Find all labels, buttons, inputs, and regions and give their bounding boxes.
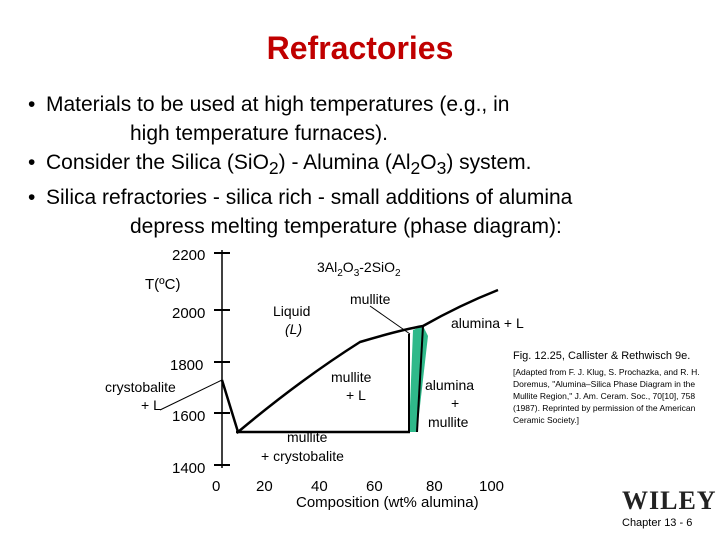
mullite-crystobalite-label-1: mullite — [287, 429, 328, 445]
bullet-dot: • — [28, 151, 36, 174]
liquidus-curve — [220, 288, 499, 435]
bullet-2-text-b: ) - Alumina (Al — [278, 151, 411, 174]
compound-label: 3Al2O3-2SiO2 — [317, 259, 401, 279]
x-tick-label-40: 40 — [311, 478, 328, 495]
crystobalite-label: crystobalite — [105, 379, 176, 395]
bullet-2-text-c: O — [420, 151, 437, 174]
bullet-2-sub-b: 2 — [410, 158, 421, 179]
bullet-2-sub-c: 3 — [436, 158, 447, 179]
bullet-3-line1: Silica refractories - silica rich - smal… — [46, 186, 573, 210]
y-tick-label-1800: 1800 — [170, 357, 203, 374]
bullet-item-3: • Silica refractories - silica rich - sma… — [28, 183, 708, 241]
x-tick-label-80: 80 — [426, 478, 443, 495]
bullet-2-text-a: Consider the Silica (SiO — [46, 151, 269, 174]
compound-part: O — [343, 259, 354, 275]
crystobalite-arrow — [159, 379, 223, 411]
compound-sub: 2 — [395, 268, 401, 279]
crystobalite-liquid-label: + L — [141, 397, 161, 413]
bullet-2-text-d: ) system. — [446, 151, 532, 174]
alumina-liquid-label: alumina + L — [451, 315, 524, 331]
liquid-label: Liquid — [273, 303, 310, 319]
bullet-1-line1: Materials to be used at high temperature… — [46, 93, 510, 116]
alumina-mullite-label-1: alumina — [425, 377, 474, 393]
compound-sub: 2 — [337, 268, 343, 279]
x-axis-label: Composition (wt% alumina) — [296, 494, 479, 511]
mullite-boundary-right — [416, 325, 424, 433]
alumina-mullite-label-3: mullite — [428, 414, 469, 430]
bullet-list: • Materials to be used at high temperatur… — [28, 90, 708, 241]
y-tick-label-1600: 1600 — [172, 408, 205, 425]
alumina-mullite-field — [409, 326, 428, 432]
mullite-arrow — [369, 305, 411, 335]
bullet-item-1: • Materials to be used at high temperatur… — [28, 90, 708, 148]
compound-part: 3Al — [317, 259, 337, 275]
x-tick-label-20: 20 — [256, 478, 273, 495]
bullet-item-2: • Consider the Silica (SiO2) - Alumina (A… — [28, 148, 708, 183]
bullet-1-line2: high temperature furnaces). — [130, 122, 388, 145]
bullet-2-sub-a: 2 — [268, 158, 279, 179]
x-tick-label-0: 0 — [212, 478, 220, 495]
chapter-footer: Chapter 13 - 6 — [622, 517, 693, 529]
wiley-logo: WILEY — [622, 486, 717, 515]
x-tick-label-100: 100 — [479, 478, 504, 495]
compound-part: -2SiO — [359, 259, 395, 275]
bullet-dot: • — [28, 93, 36, 116]
bullet-3-line2: depress melting temperature (phase diagr… — [130, 215, 562, 239]
figure-caption: Fig. 12.25, Callister & Rethwisch 9e. — [513, 350, 691, 362]
bullet-dot: • — [28, 186, 36, 210]
reference-note: [Adapted from F. J. Klug, S. Prochazka, … — [513, 367, 700, 425]
alumina-mullite-label-2: + — [451, 395, 459, 411]
mullite-crystobalite-label-2: + crystobalite — [261, 448, 344, 464]
mullite-liquid-label-2: + L — [346, 387, 366, 403]
compound-sub: 3 — [354, 268, 360, 279]
mullite-liquid-label-1: mullite — [331, 369, 372, 385]
mullite-label: mullite — [350, 291, 391, 307]
y-tick-label-2200: 2200 — [172, 247, 205, 264]
y-tick-label-2000: 2000 — [172, 305, 205, 322]
y-axis-label: T(ºC) — [145, 276, 180, 293]
y-tick-label-1400: 1400 — [172, 460, 205, 477]
x-tick-label-60: 60 — [366, 478, 383, 495]
liquid-symbol: (L) — [285, 321, 302, 337]
slide-title: Refractories — [266, 30, 454, 66]
